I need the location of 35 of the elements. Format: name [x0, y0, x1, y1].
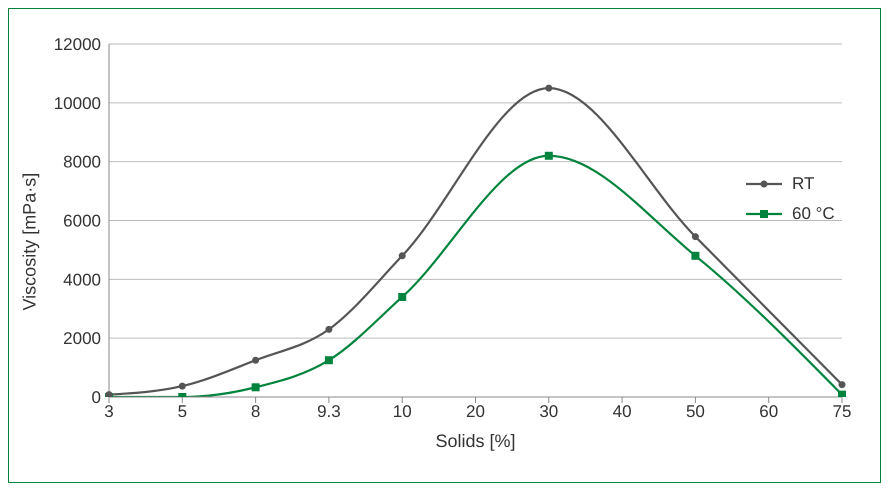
point	[252, 356, 260, 364]
point	[398, 252, 406, 260]
point	[545, 84, 552, 92]
y-axis-title: Viscosity [mPa·s]	[19, 172, 40, 310]
point	[838, 390, 846, 397]
x-tick-label: 50	[686, 402, 705, 422]
y-tick-label: 6000	[63, 212, 101, 231]
legend-label: 60 °C	[792, 204, 835, 224]
point	[398, 292, 406, 301]
x-tick-label: 3	[104, 402, 114, 422]
point	[178, 382, 186, 390]
x-tick-label: 10	[392, 402, 412, 422]
y-tick-label: 10000	[54, 94, 101, 113]
point	[324, 356, 333, 364]
legend-label: RT	[792, 174, 814, 194]
point	[325, 326, 332, 333]
point	[838, 381, 846, 388]
x-tick-label: 30	[539, 402, 558, 422]
point	[544, 152, 553, 160]
y-tick-label: 0	[92, 388, 101, 408]
y-tick-label: 4000	[63, 270, 101, 290]
point	[691, 252, 700, 260]
x-tick-label: 20	[466, 402, 485, 422]
y-tick-label: 2000	[63, 329, 101, 348]
x-tick-label: 60	[759, 402, 778, 422]
x-tick-label: 75	[832, 402, 852, 422]
x-tick-label: 40	[612, 402, 632, 422]
x-tick-label: 5	[178, 402, 188, 422]
x-tick-label: 8	[250, 402, 260, 422]
point	[692, 233, 699, 240]
y-tick-label: 12000	[54, 35, 101, 54]
x-tick-label: 9.3	[317, 402, 341, 422]
x-axis-title: Solids [%]	[435, 431, 516, 451]
y-tick-label: 8000	[63, 152, 101, 172]
point	[252, 383, 260, 392]
